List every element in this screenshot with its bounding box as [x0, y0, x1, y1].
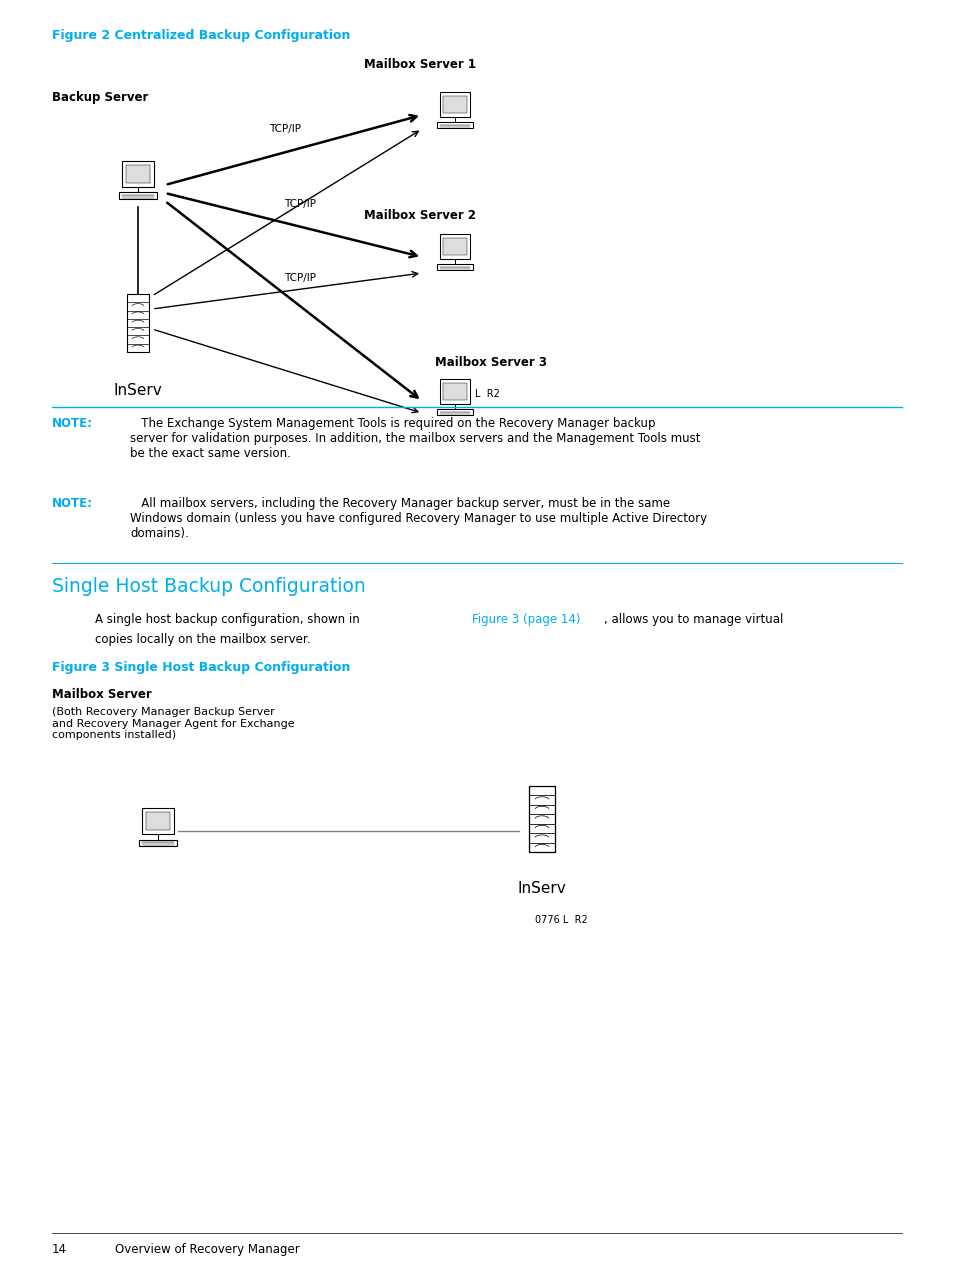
Text: 14: 14 — [52, 1243, 67, 1256]
Bar — [436, 409, 473, 416]
Text: TCP/IP: TCP/IP — [269, 125, 301, 133]
Text: Figure 3 Single Host Backup Configuration: Figure 3 Single Host Backup Configuratio… — [52, 661, 350, 674]
Text: InServ: InServ — [113, 383, 162, 398]
Text: Figure 2 Centralized Backup Configuration: Figure 2 Centralized Backup Configuratio… — [52, 29, 350, 42]
Text: Figure 3 (page 14): Figure 3 (page 14) — [472, 613, 579, 627]
Text: 0775 L  R2: 0775 L R2 — [447, 389, 499, 399]
Bar — [119, 192, 157, 198]
Text: TCP/IP: TCP/IP — [284, 200, 315, 208]
Bar — [126, 165, 151, 183]
Text: Mailbox Server: Mailbox Server — [52, 688, 152, 702]
Bar — [443, 384, 466, 400]
Bar — [122, 161, 153, 187]
Text: (Both Recovery Manager Backup Server
and Recovery Manager Agent for Exchange
com: (Both Recovery Manager Backup Server and… — [52, 707, 294, 740]
Text: 0776 L  R2: 0776 L R2 — [535, 915, 587, 925]
Bar — [443, 239, 466, 255]
Text: Single Host Backup Configuration: Single Host Backup Configuration — [52, 577, 365, 596]
Text: copies locally on the mailbox server.: copies locally on the mailbox server. — [95, 633, 310, 646]
Bar — [146, 812, 171, 830]
Bar — [439, 234, 470, 259]
Text: TCP/IP: TCP/IP — [284, 273, 315, 283]
Bar — [439, 93, 470, 117]
Bar — [139, 840, 177, 845]
Bar — [436, 122, 473, 128]
Bar — [529, 785, 554, 853]
Text: All mailbox servers, including the Recovery Manager backup server, must be in th: All mailbox servers, including the Recov… — [130, 497, 706, 540]
Text: Mailbox Server 2: Mailbox Server 2 — [364, 208, 476, 222]
Text: , allows you to manage virtual: , allows you to manage virtual — [603, 613, 782, 627]
Bar — [443, 97, 466, 113]
Text: Backup Server: Backup Server — [52, 92, 149, 104]
Bar — [436, 264, 473, 269]
Text: InServ: InServ — [517, 881, 566, 896]
Text: A single host backup configuration, shown in: A single host backup configuration, show… — [95, 613, 363, 627]
Text: NOTE:: NOTE: — [52, 417, 92, 430]
Text: Mailbox Server 1: Mailbox Server 1 — [364, 58, 476, 71]
Bar — [439, 380, 470, 404]
Bar — [142, 808, 173, 834]
Text: Mailbox Server 3: Mailbox Server 3 — [435, 356, 546, 369]
Text: NOTE:: NOTE: — [52, 497, 92, 510]
Bar — [127, 294, 149, 352]
Text: The Exchange System Management Tools is required on the Recovery Manager backup
: The Exchange System Management Tools is … — [130, 417, 700, 460]
Text: Overview of Recovery Manager: Overview of Recovery Manager — [115, 1243, 299, 1256]
